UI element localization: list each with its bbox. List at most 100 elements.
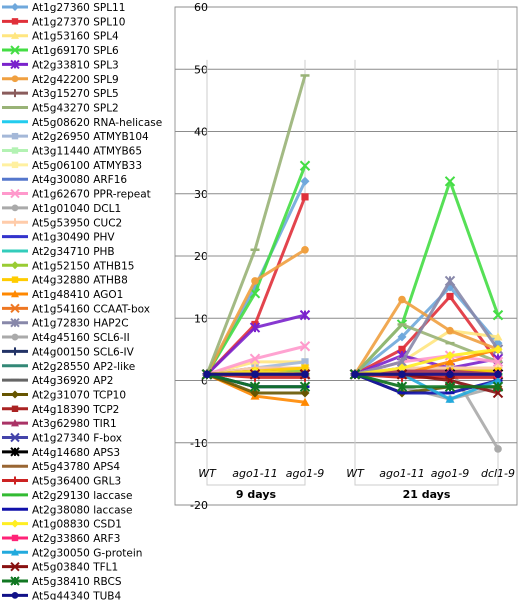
- legend-item: At3g62980 TIR1: [2, 418, 117, 430]
- legend-marker: [10, 303, 20, 314]
- data-point: [396, 381, 408, 392]
- legend-item: At5g43270 SPL2: [2, 102, 119, 114]
- legend-item: At5g36400 GRL3: [2, 476, 121, 488]
- legend-marker: [11, 132, 19, 140]
- legend-label: At2g31070 TCP10: [32, 389, 126, 401]
- data-point: [301, 193, 309, 201]
- x-tick-label: ago1-9: [286, 467, 324, 480]
- legend-item: At1g27340 F-box: [2, 433, 122, 445]
- legend-item: At1g27360 SPL11: [2, 2, 125, 14]
- series-line: [354, 372, 498, 389]
- data-point: [249, 322, 261, 333]
- data-point: [203, 370, 211, 379]
- legend-item: At2g30050 G-protein: [2, 547, 142, 559]
- y-tick-label: -10: [190, 437, 208, 450]
- legend-item: At5g03840 TFL1: [2, 562, 118, 574]
- data-point: [301, 370, 309, 379]
- legend-item: At1g27370 SPL10: [2, 16, 125, 28]
- group-label: 9 days: [236, 488, 277, 501]
- legend-item: At1g62670 PPR-repeat: [2, 189, 151, 201]
- legend-marker: [11, 591, 19, 599]
- data-point: [397, 363, 407, 373]
- legend-label: At4g32880 ATHB8: [32, 275, 128, 287]
- data-point: [301, 245, 309, 254]
- legend-label: At3g15270 SPL5: [32, 88, 119, 100]
- legend-item: At1g52150 ATHB15: [2, 260, 134, 272]
- data-point: [249, 381, 261, 392]
- data-point: [444, 275, 456, 287]
- data-point: [492, 356, 504, 368]
- data-point: [445, 351, 455, 361]
- legend-label: At1g30490 PHV: [32, 232, 115, 244]
- data-point: [249, 288, 261, 299]
- legend-label: At1g72830 HAP2C: [32, 318, 129, 330]
- legend-label: At2g28550 AP2-like: [32, 361, 135, 373]
- legend-item: At2g34710 PHB: [2, 246, 115, 258]
- series-line: [354, 369, 499, 376]
- legend: At1g27360 SPL11 At1g27370 SPL10 At1g53160 …: [2, 2, 162, 602]
- legend-item: At4g00150 SCL6-IV: [2, 346, 135, 358]
- data-point: [398, 295, 406, 304]
- legend-item: At2g28550 AP2-like: [2, 361, 135, 373]
- data-point: [351, 370, 359, 379]
- legend-item: At1g48410 AGO1: [2, 289, 123, 301]
- x-tick-label: ago1-11: [232, 467, 277, 480]
- data-point: [493, 344, 503, 354]
- x-tick-label: WT: [346, 467, 365, 480]
- data-point: [250, 388, 260, 398]
- legend-item: At2g31070 TCP10: [2, 389, 126, 401]
- legend-marker: [11, 161, 19, 169]
- legend-label: At2g26950 ATMYB104: [32, 131, 149, 143]
- data-point: [492, 309, 504, 321]
- data-point: [300, 388, 310, 398]
- legend-item: At2g33810 SPL3: [2, 59, 119, 71]
- data-point: [299, 160, 311, 171]
- legend-marker: [10, 576, 20, 586]
- legend-item: At5g38410 RBCS: [2, 576, 122, 588]
- legend-item: At4g36920 AP2: [2, 375, 113, 387]
- data-point: [301, 358, 309, 366]
- legend-label: At1g27360 SPL11: [32, 2, 125, 14]
- legend-marker: [11, 31, 19, 39]
- legend-item: At4g14680 APS3: [2, 447, 120, 459]
- legend-item: At1g53160 SPL4: [2, 31, 119, 43]
- series-layer: [201, 74, 504, 453]
- legend-item: At5g06100 ATMYB33: [2, 160, 142, 172]
- data-point: [300, 176, 310, 186]
- legend-label: At2g38080 laccase: [32, 504, 132, 516]
- data-point: [493, 376, 503, 385]
- legend-item: At1g01040 DCL1: [2, 203, 121, 215]
- legend-label: At5g53950 CUC2: [32, 217, 122, 229]
- legend-marker: [10, 45, 20, 55]
- legend-marker: [11, 290, 19, 298]
- y-tick-label: 10: [194, 312, 208, 325]
- legend-label: At1g08830 CSD1: [32, 519, 122, 531]
- legend-marker: [11, 75, 19, 83]
- legend-item: At2g42200 SPL9: [2, 74, 119, 86]
- legend-label: At2g33810 SPL3: [32, 59, 119, 71]
- legend-item: At3g15270 SPL5: [2, 88, 119, 100]
- legend-marker: [11, 204, 19, 212]
- legend-marker: [10, 188, 20, 199]
- legend-marker: [11, 89, 19, 98]
- legend-item: At2g29130 laccase: [2, 490, 132, 502]
- data-point: [249, 353, 261, 364]
- legend-label: At2g34710 PHB: [32, 246, 115, 258]
- legend-marker: [10, 317, 20, 328]
- legend-marker: [10, 447, 20, 457]
- legend-marker: [11, 419, 19, 427]
- data-point: [446, 370, 454, 379]
- legend-label: At4g00150 SCL6-IV: [32, 346, 135, 358]
- y-tick-label: 50: [194, 63, 208, 76]
- legend-label: At5g36400 GRL3: [32, 476, 121, 488]
- series-group: [203, 370, 502, 379]
- legend-marker: [11, 548, 19, 556]
- legend-item: At5g43780 APS4: [2, 461, 120, 473]
- legend-label: At2g29130 laccase: [32, 490, 132, 502]
- x-tick-label: dcl1-9: [481, 467, 515, 480]
- legend-label: At5g38410 RBCS: [32, 576, 122, 588]
- data-point: [494, 445, 502, 453]
- data-point: [299, 381, 311, 392]
